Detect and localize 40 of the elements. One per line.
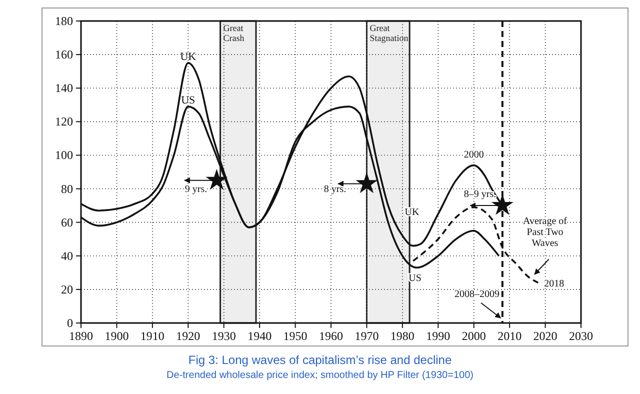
x-tick-label: 1930 [212, 329, 236, 343]
x-tick-label: 1970 [354, 329, 379, 343]
x-tick-label: 1990 [426, 329, 450, 343]
x-tick-label: 2010 [498, 329, 522, 343]
annotation: 8 yrs. [324, 184, 346, 195]
x-tick-label: 1960 [319, 329, 343, 343]
annotation: 2000 [464, 149, 484, 160]
y-tick-label: 0 [67, 316, 73, 330]
x-tick-label: 1910 [140, 329, 164, 343]
y-tick-label: 120 [55, 114, 73, 129]
annotation: 9 yrs. [184, 184, 208, 195]
point [206, 168, 228, 190]
x-tick-label: 1890 [69, 329, 93, 343]
text: Fig 3: Long waves of capitalism’s rise and decline [188, 353, 452, 367]
x-tick-label: 1900 [104, 329, 129, 343]
band-label: Great Stagnation [370, 23, 409, 43]
y-tick-label: 100 [55, 148, 73, 162]
x-tick-label: 1950 [283, 329, 308, 343]
text: De-trended wholesale price index; smoothed by HP Filter (1930=100) [166, 370, 474, 381]
x-tick-label: 2000 [462, 329, 486, 343]
y-tick-label: 180 [55, 14, 73, 28]
x-tick-label: 2020 [533, 329, 558, 343]
x-tick-label: 1980 [390, 329, 414, 343]
annotation: 2018 [544, 278, 564, 290]
point [356, 172, 378, 194]
annotation: 8–9 yrs. [464, 189, 496, 200]
x-tick-label: 1940 [248, 329, 272, 343]
y-tick-label: 140 [55, 81, 73, 96]
x-tick-label: 2030 [569, 329, 593, 343]
series-label: US [181, 94, 196, 107]
y-tick-label: 160 [55, 48, 73, 62]
series-label: UK [180, 50, 196, 63]
x-tick-label: 1920 [176, 329, 200, 343]
y-tick-label: 60 [61, 215, 73, 230]
y-tick-label: 20 [61, 282, 73, 296]
annotation: Average of Past Two Waves [523, 216, 568, 249]
y-tick-label: 40 [61, 248, 73, 263]
band-label: Great Crash [223, 23, 245, 43]
y-tick-label: 80 [61, 182, 73, 196]
annotation: 2008–2009 [454, 289, 500, 300]
